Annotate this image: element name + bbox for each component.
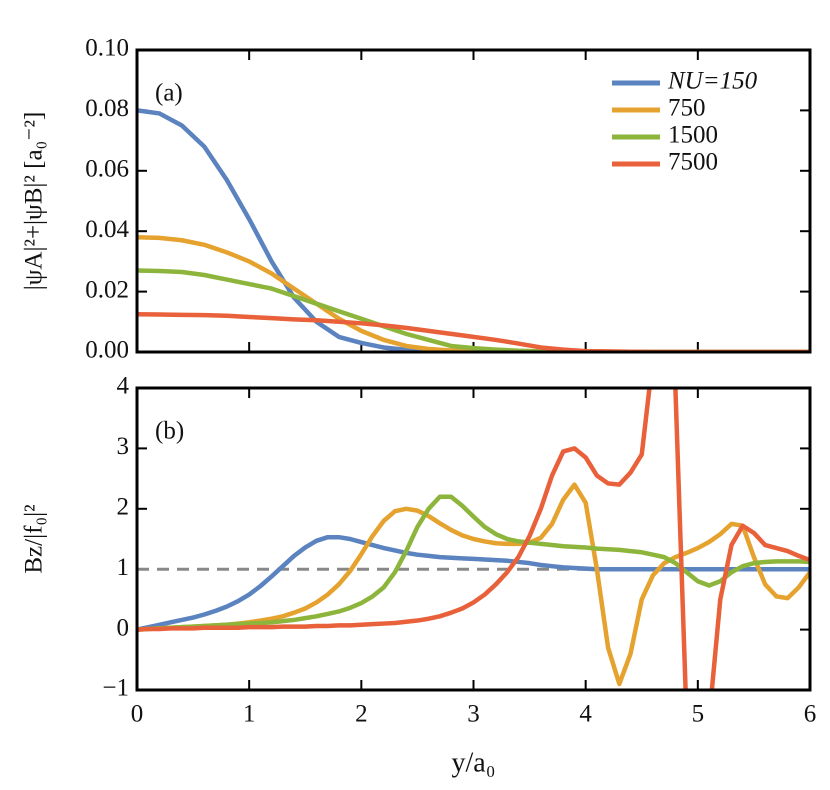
- series-line: [137, 108, 810, 352]
- panel-label: (b): [155, 418, 184, 445]
- y-tick-label: 1: [117, 554, 130, 581]
- y-tick-label: 2: [117, 494, 130, 521]
- plot-frame: [135, 386, 812, 692]
- x-tick-label: 1: [243, 701, 256, 728]
- series-line: [137, 312, 810, 352]
- x-axis-label: y/a₀: [452, 747, 496, 778]
- y-tick-label: 0: [117, 614, 130, 641]
- x-tick-label: 6: [804, 701, 817, 728]
- x-tick-label: 0: [131, 701, 144, 728]
- y-tick-label: 0.00: [85, 337, 129, 364]
- panel-label: (a): [155, 80, 183, 107]
- x-tick-label: 3: [467, 701, 480, 728]
- y-tick-label: −1: [102, 675, 129, 702]
- legend-label: 1500: [668, 122, 718, 149]
- y-tick-label: 0.04: [85, 216, 129, 243]
- legend-label: NU=150: [667, 68, 758, 95]
- y-axis-label: |ψA|²+|ψB|² [a₀⁻²]: [21, 112, 48, 291]
- plot-area: [137, 388, 810, 690]
- legend-label: 7500: [668, 149, 718, 176]
- y-tick-label: 4: [117, 373, 130, 400]
- y-axis-label: Bz/|f₀|²: [21, 504, 48, 573]
- plot-frame: [135, 48, 812, 354]
- x-tick-label: 5: [692, 701, 705, 728]
- y-tick-label: 0.02: [85, 276, 129, 303]
- x-tick-label: 2: [355, 701, 368, 728]
- y-tick-label: 3: [117, 433, 130, 460]
- series-line: [137, 268, 810, 352]
- series-line: [137, 534, 810, 632]
- legend-label: 750: [668, 95, 706, 122]
- series-line: [137, 494, 810, 632]
- y-tick-label: 0.06: [85, 156, 129, 183]
- y-tick-label: 0.08: [85, 95, 129, 122]
- series-line: [137, 388, 810, 690]
- y-tick-label: 0.10: [85, 35, 129, 62]
- x-tick-label: 4: [579, 701, 592, 728]
